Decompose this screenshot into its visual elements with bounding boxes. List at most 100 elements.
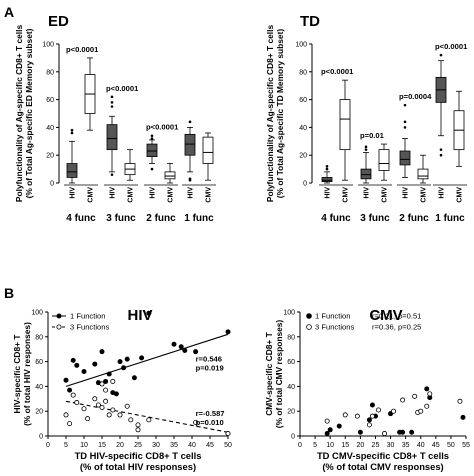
point-3-functions	[128, 417, 134, 423]
chart-hiv-scatter: HIV 0 20 40 60 80 100 0 5 10 15 20 25 30 35 40 45 50 TD HI…	[12, 307, 232, 472]
y-tick-label: 0	[39, 434, 43, 441]
x-tick-label: 0	[46, 442, 50, 449]
y-tick-label: 20	[35, 409, 43, 416]
category-label: HIV	[439, 187, 446, 199]
outlier-point	[325, 165, 329, 168]
point-1-function	[121, 365, 127, 371]
x-tick-label: 45	[432, 442, 440, 449]
y-tick-label: 40	[46, 125, 54, 132]
point-3-functions	[117, 412, 123, 418]
category-label: CMV	[128, 187, 135, 203]
category-label: CMV	[421, 187, 428, 203]
point-1-function	[193, 349, 199, 355]
box-cmv	[378, 149, 390, 171]
point-3-functions	[457, 398, 463, 404]
category-label: HIV	[325, 187, 332, 199]
x-tick-label: 10	[326, 442, 334, 449]
chart-title: ED	[48, 13, 69, 30]
category-label: HIV	[188, 187, 195, 199]
p-value-label: p=0.0004	[399, 92, 432, 101]
x-tick-label: 5	[313, 442, 317, 449]
x-tick-label: 15	[98, 442, 106, 449]
p-value-label: p=0.01	[360, 131, 385, 140]
point-1-function	[124, 356, 130, 362]
point-3-functions	[382, 431, 388, 437]
point-3-functions	[193, 419, 199, 425]
x-tick-label: 55	[462, 442, 470, 449]
group-label: 3 func	[360, 213, 390, 224]
point-1-function	[225, 329, 231, 335]
x-tick-label: 30	[152, 442, 160, 449]
box-hiv	[66, 163, 78, 178]
point-3-functions	[110, 378, 116, 384]
category-label: HIV	[70, 187, 77, 199]
point-1-function	[139, 355, 145, 361]
legend-marker	[56, 324, 62, 330]
chart-title: CMV	[369, 307, 402, 324]
legend-label: 3 Functions	[315, 323, 354, 332]
point-1-function	[460, 414, 466, 420]
outlier-point	[439, 153, 443, 157]
x-axis-label: (% of total HIV responses)	[80, 461, 196, 472]
x-tick-label: 40	[188, 442, 196, 449]
y-axis-label: (% of Total Ag-specific TD Memory subset…	[275, 29, 285, 199]
x-tick-label: 35	[170, 442, 178, 449]
x-tick-label: 20	[116, 442, 124, 449]
y-tick-label: 60	[287, 359, 295, 366]
point-3-functions	[400, 397, 406, 403]
x-tick-label: 15	[341, 442, 349, 449]
legend-marker	[306, 324, 312, 330]
p-value-label: p<0.0001	[106, 84, 139, 93]
box-cmv	[202, 136, 214, 164]
outlier-point	[110, 101, 114, 104]
x-tick-label: 0	[298, 442, 302, 449]
point-3-functions	[135, 422, 141, 428]
x-tick-label: 30	[387, 442, 395, 449]
point-3-functions	[74, 400, 80, 406]
point-3-functions	[146, 417, 152, 423]
box-hiv	[360, 168, 372, 180]
y-tick-label: 100	[295, 42, 307, 49]
outlier-point	[110, 173, 114, 176]
category-label: CMV	[457, 187, 464, 203]
point-3-functions	[70, 392, 76, 398]
point-1-function	[171, 341, 177, 347]
box-hiv	[106, 124, 118, 151]
point-3-functions	[427, 391, 433, 397]
box-cmv	[339, 99, 351, 151]
legend-marker	[306, 313, 312, 319]
point-1-function	[424, 386, 430, 392]
outlier-point	[439, 148, 443, 151]
point-3-functions	[366, 422, 372, 428]
outlier-point	[150, 167, 154, 171]
y-tick-label: 40	[35, 384, 43, 391]
x-tick-label: 45	[206, 442, 214, 449]
point-1-function	[92, 361, 98, 367]
outlier-point	[439, 53, 443, 57]
box-cmv	[417, 168, 429, 180]
box-hiv	[184, 133, 196, 156]
category-label: HIV	[110, 187, 117, 199]
y-tick-label: 0	[303, 181, 307, 188]
group-label: 2 func	[399, 213, 429, 224]
outlier-point	[403, 120, 407, 124]
point-3-functions	[85, 416, 91, 422]
point-3-functions	[81, 406, 87, 412]
outlier-point	[150, 137, 154, 140]
point-1-function	[366, 417, 372, 423]
point-3-functions	[412, 393, 418, 399]
point-3-functions	[99, 381, 105, 387]
point-3-functions	[63, 412, 69, 418]
chart-ed-box: ED Polyfunctionality of Ag-specific CD8+ …	[14, 13, 216, 224]
point-1-function	[113, 391, 119, 397]
point-3-functions	[92, 396, 98, 402]
x-axis-label: TD HIV-specific CD8+ T cells	[75, 450, 202, 461]
x-tick-label: 10	[80, 442, 88, 449]
point-1-function	[357, 429, 363, 435]
x-tick-label: 40	[417, 442, 425, 449]
point-3-functions	[375, 407, 381, 413]
box-hiv	[146, 143, 158, 157]
outlier-point	[70, 131, 74, 135]
group-label: 2 func	[146, 213, 176, 224]
